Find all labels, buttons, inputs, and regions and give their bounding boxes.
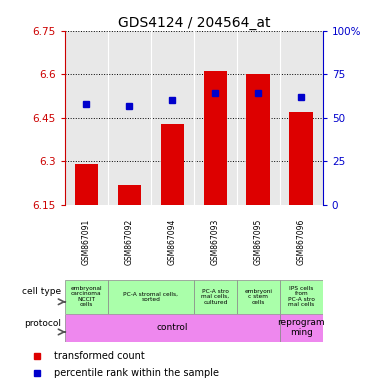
Title: GDS4124 / 204564_at: GDS4124 / 204564_at — [118, 16, 270, 30]
Text: protocol: protocol — [24, 319, 61, 328]
Bar — [65, 314, 280, 342]
Bar — [237, 280, 280, 314]
Text: transformed count: transformed count — [54, 351, 145, 361]
Bar — [161, 124, 184, 205]
Bar — [108, 280, 194, 314]
Text: reprogram
ming: reprogram ming — [278, 318, 325, 337]
Text: embryoni
c stem
cells: embryoni c stem cells — [244, 289, 272, 305]
Text: GSM867096: GSM867096 — [297, 219, 306, 265]
Bar — [280, 314, 323, 342]
Bar — [246, 74, 270, 205]
Bar — [118, 185, 141, 205]
Text: cell type: cell type — [22, 287, 61, 296]
Bar — [194, 280, 237, 314]
Text: PC-A stromal cells,
sorted: PC-A stromal cells, sorted — [124, 291, 178, 302]
Text: GSM867093: GSM867093 — [211, 219, 220, 265]
Text: embryonal
carcinoma
NCCIT
cells: embryonal carcinoma NCCIT cells — [70, 286, 102, 307]
Text: GSM867092: GSM867092 — [125, 219, 134, 265]
Text: GSM867095: GSM867095 — [254, 219, 263, 265]
Text: GSM867091: GSM867091 — [82, 219, 91, 265]
Bar — [204, 71, 227, 205]
Text: IPS cells
from
PC-A stro
mal cells: IPS cells from PC-A stro mal cells — [288, 286, 315, 307]
Text: PC-A stro
mal cells,
cultured: PC-A stro mal cells, cultured — [201, 289, 229, 305]
Text: GSM867094: GSM867094 — [168, 219, 177, 265]
Bar — [65, 280, 108, 314]
Bar — [280, 280, 323, 314]
Bar — [75, 164, 98, 205]
Text: percentile rank within the sample: percentile rank within the sample — [54, 368, 219, 378]
Bar — [289, 112, 313, 205]
Text: control: control — [157, 323, 188, 332]
